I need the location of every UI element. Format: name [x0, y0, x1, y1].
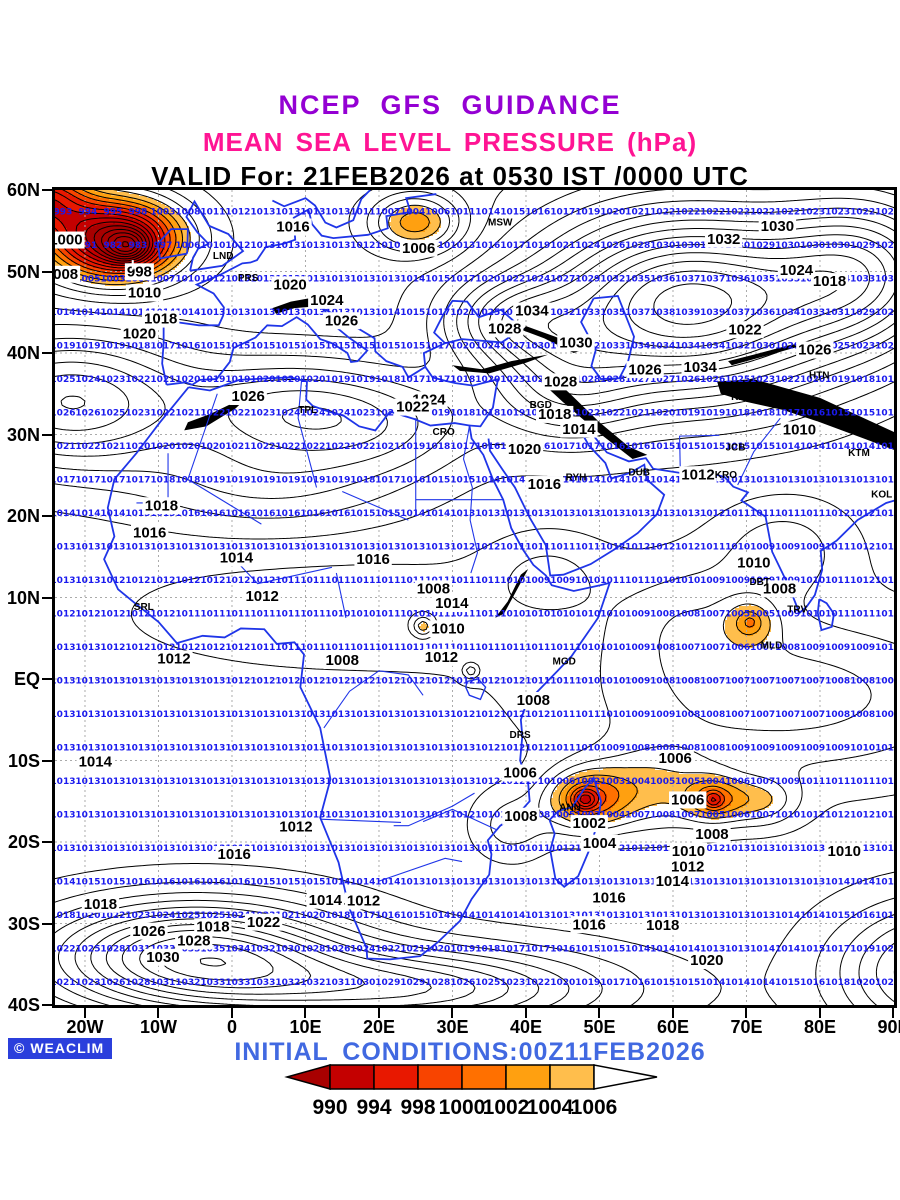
- colorbar-segment: [549, 1064, 595, 1090]
- lon-tick-label: 0: [226, 1017, 237, 1037]
- lat-tick: [42, 352, 53, 354]
- weaclim-badge: © WEACLIM: [8, 1038, 113, 1059]
- lat-tick-label: 10S: [7, 750, 40, 771]
- page-subtitle: MEAN SEA LEVEL PRESSURE (hPa): [202, 127, 698, 157]
- lon-tick: [83, 1007, 86, 1018]
- lon-tick-label: 90E: [877, 1017, 900, 1037]
- lat-tick: [42, 189, 53, 191]
- map-frame: [52, 187, 897, 1008]
- lon-tick: [818, 1007, 821, 1018]
- map-canvas: [55, 190, 894, 1005]
- lat-tick-label: 20S: [7, 832, 40, 852]
- colorbar-tick-label: 990: [312, 1096, 347, 1119]
- lat-tick: [42, 1004, 53, 1006]
- lon-tick-label: 10E: [289, 1017, 322, 1037]
- lon-tick: [745, 1007, 748, 1018]
- lon-tick: [377, 1007, 380, 1018]
- lon-tick-label: 20E: [362, 1017, 395, 1037]
- lon-tick-label: 80E: [803, 1017, 836, 1037]
- lon-tick-label: 20W: [66, 1017, 104, 1037]
- page-title: NCEP GFS GUIDANCE: [278, 90, 622, 120]
- lat-tick: [42, 596, 53, 599]
- lat-tick-label: 40S: [7, 995, 40, 1015]
- lon-tick: [524, 1007, 527, 1018]
- lon-tick: [304, 1007, 307, 1018]
- lat-tick-label: 30S: [7, 913, 40, 934]
- lon-tick: [671, 1007, 674, 1018]
- lat-tick: [42, 759, 53, 762]
- colorbar-segment: [329, 1064, 375, 1090]
- lon-tick-label: 50E: [583, 1017, 616, 1037]
- badge-label: WEACLIM: [30, 1040, 105, 1056]
- lon-tick: [892, 1007, 895, 1018]
- lon-tick: [157, 1007, 160, 1018]
- lat-tick: [42, 433, 53, 436]
- lon-tick-label: 40E: [509, 1017, 542, 1037]
- copyright-icon: ©: [14, 1040, 26, 1056]
- colorbar-segment: [461, 1064, 507, 1090]
- colorbar-segment: [373, 1064, 419, 1090]
- colorbar-left-arrow: [284, 1064, 331, 1090]
- lat-tick-label: 50N: [6, 261, 40, 282]
- lat-tick-label: 10N: [6, 587, 40, 608]
- lat-tick-label: 60N: [6, 180, 40, 200]
- lon-tick: [451, 1007, 454, 1018]
- lon-tick: [598, 1007, 601, 1018]
- colorbar-tick-label: 994: [356, 1096, 391, 1119]
- colorbar-tick-label: 998: [400, 1096, 435, 1119]
- valid-time-line: VALID For: 21FEB2026 at 0530 IST /0000 U…: [151, 161, 749, 191]
- lat-tick: [42, 270, 53, 273]
- colorbar-tick-label: 1002: [483, 1096, 530, 1119]
- initial-conditions-line: INITIAL CONDITIONS:00Z11FEB2026: [234, 1038, 706, 1066]
- lon-tick: [230, 1007, 233, 1018]
- colorbar-right-arrow: [593, 1064, 658, 1090]
- lon-tick-label: 60E: [656, 1017, 689, 1037]
- colorbar-segment: [417, 1064, 463, 1090]
- colorbar-tick-label: 1006: [571, 1096, 618, 1119]
- lon-tick-label: 30E: [436, 1017, 469, 1037]
- lat-tick: [42, 515, 53, 517]
- lat-tick: [42, 678, 53, 680]
- lon-tick-label: 10W: [139, 1017, 177, 1037]
- colorbar-segment: [505, 1064, 551, 1090]
- colorbar-tick-label: 1000: [439, 1096, 486, 1119]
- colorbar-tick-label: 1004: [527, 1096, 574, 1119]
- lat-tick-label: 20N: [6, 506, 40, 526]
- lat-tick-label: EQ: [13, 669, 40, 689]
- lon-tick-label: 70E: [730, 1017, 763, 1037]
- lat-tick: [42, 922, 53, 925]
- lat-tick-label: 40N: [6, 343, 40, 363]
- lat-tick: [42, 841, 53, 843]
- lat-tick-label: 30N: [6, 424, 40, 445]
